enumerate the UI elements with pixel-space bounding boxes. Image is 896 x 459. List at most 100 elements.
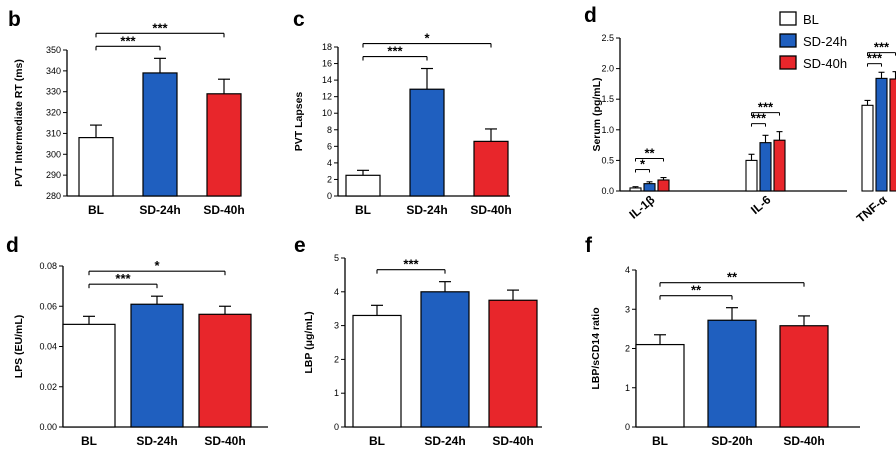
bar: [420, 291, 470, 428]
y-axis-label: PVT Intermediate RT (ms): [13, 59, 25, 187]
bar: [643, 183, 656, 192]
panel-letter: f: [585, 234, 593, 257]
significance-label: ***: [751, 111, 767, 126]
y-tick-label: 290: [46, 170, 61, 180]
legend-swatch: [779, 55, 797, 70]
significance-label: ***: [874, 40, 890, 55]
x-category-label: SD-40h: [470, 203, 511, 217]
x-category-label: BL: [88, 203, 104, 217]
y-tick-label: 2: [334, 354, 339, 364]
bar: [62, 323, 116, 428]
bar: [779, 325, 829, 428]
y-tick-label: 0.06: [39, 301, 57, 311]
x-category-label: SD-40h: [203, 203, 244, 217]
significance-label: ***: [758, 100, 774, 115]
y-axis-label: LBP/sCD14 ratio: [590, 307, 602, 389]
y-tick-label: 0: [327, 191, 332, 201]
x-category-label: SD-24h: [139, 203, 180, 217]
y-tick-label: 10: [322, 108, 332, 118]
panel-letter: d: [584, 4, 597, 27]
bar: [142, 72, 178, 197]
y-tick-label: 0: [625, 422, 630, 432]
y-tick-label: 4: [625, 265, 630, 275]
y-tick-label: 0.08: [39, 261, 57, 271]
bar: [875, 77, 888, 192]
legend: BL SD-24h SD-40h: [779, 11, 847, 71]
significance-label: ***: [120, 33, 136, 48]
significance-label: ***: [867, 51, 883, 66]
y-tick-label: 0.00: [39, 422, 57, 432]
y-tick-label: 4: [334, 287, 339, 297]
panel-3: d 0.00 0.02 0.04 0.06 0.08 LPS (EU/mL) BL SD-24h…: [6, 234, 268, 448]
y-tick-label: 12: [322, 92, 332, 102]
y-tick-label: 2: [327, 174, 332, 184]
significance-label: *: [154, 258, 160, 273]
x-category-label: SD-24h: [406, 203, 447, 217]
significance-label: *: [640, 157, 646, 172]
x-category-label: SD-24h: [424, 434, 465, 448]
y-tick-label: 2.5: [601, 33, 614, 43]
y-tick-label: 3: [625, 304, 630, 314]
y-tick-label: 0.0: [601, 186, 614, 196]
y-tick-label: 0.04: [39, 342, 57, 352]
y-tick-label: 0.02: [39, 382, 57, 392]
bar: [773, 139, 786, 192]
significance-label: ***: [403, 257, 419, 272]
legend-swatch: [779, 11, 797, 26]
y-tick-label: 1: [625, 383, 630, 393]
significance-label: **: [727, 270, 738, 285]
bar: [130, 303, 184, 428]
legend-label: SD-24h: [803, 34, 847, 49]
bar: [488, 299, 538, 428]
x-category-label: SD-20h: [711, 434, 752, 448]
panel-letter: b: [8, 8, 21, 31]
y-tick-label: 310: [46, 128, 61, 138]
bar: [78, 137, 114, 197]
x-category-label: SD-40h: [783, 434, 824, 448]
y-tick-label: 8: [327, 125, 332, 135]
y-tick-label: 4: [327, 158, 332, 168]
y-tick-label: 2.0: [601, 64, 614, 74]
significance-label: ***: [387, 44, 403, 59]
y-tick-label: 1.0: [601, 125, 614, 135]
y-tick-label: 5: [334, 253, 339, 263]
legend-swatch: [779, 33, 797, 48]
y-tick-label: 18: [322, 42, 332, 52]
x-category-label: BL: [81, 434, 97, 448]
bar: [352, 314, 402, 428]
x-category-label: SD-40h: [204, 434, 245, 448]
y-tick-label: 320: [46, 108, 61, 118]
significance-label: *: [424, 31, 430, 46]
bar: [206, 93, 242, 197]
y-axis-label: PVT Lapses: [293, 92, 305, 152]
x-category-label: SD-24h: [136, 434, 177, 448]
y-tick-label: 2: [625, 344, 630, 354]
y-tick-label: 340: [46, 66, 61, 76]
panel-letter: d: [6, 234, 19, 257]
y-axis-label: LBP (μg/mL): [303, 311, 315, 373]
significance-label: **: [644, 146, 655, 161]
panel-letter: e: [294, 234, 306, 257]
significance-label: ***: [152, 20, 168, 35]
x-category-label: TNF-α: [854, 192, 890, 225]
panel-2: d 0.0 0.5 1.0 1.5 2.0 2.5 Serum (pg/mL) IL-1β IL-…: [584, 4, 896, 226]
y-tick-label: 280: [46, 191, 61, 201]
legend-label: SD-40h: [803, 56, 847, 71]
significance-label: **: [691, 283, 702, 298]
legend-label: BL: [803, 12, 819, 27]
bar: [629, 187, 642, 192]
y-tick-label: 0: [334, 422, 339, 432]
bar: [473, 140, 509, 197]
y-tick-label: 3: [334, 321, 339, 331]
panel-0: b 280 290 300 310 320 330 340 350 PVT Intermediat…: [8, 8, 245, 217]
y-tick-label: 350: [46, 45, 61, 55]
x-category-label: BL: [652, 434, 668, 448]
bar: [707, 319, 757, 428]
x-category-label: BL: [355, 203, 371, 217]
x-category-label: IL-1β: [626, 193, 657, 222]
bar: [759, 142, 772, 192]
bar: [198, 313, 252, 428]
x-category-label: SD-40h: [492, 434, 533, 448]
bar: [409, 88, 445, 197]
